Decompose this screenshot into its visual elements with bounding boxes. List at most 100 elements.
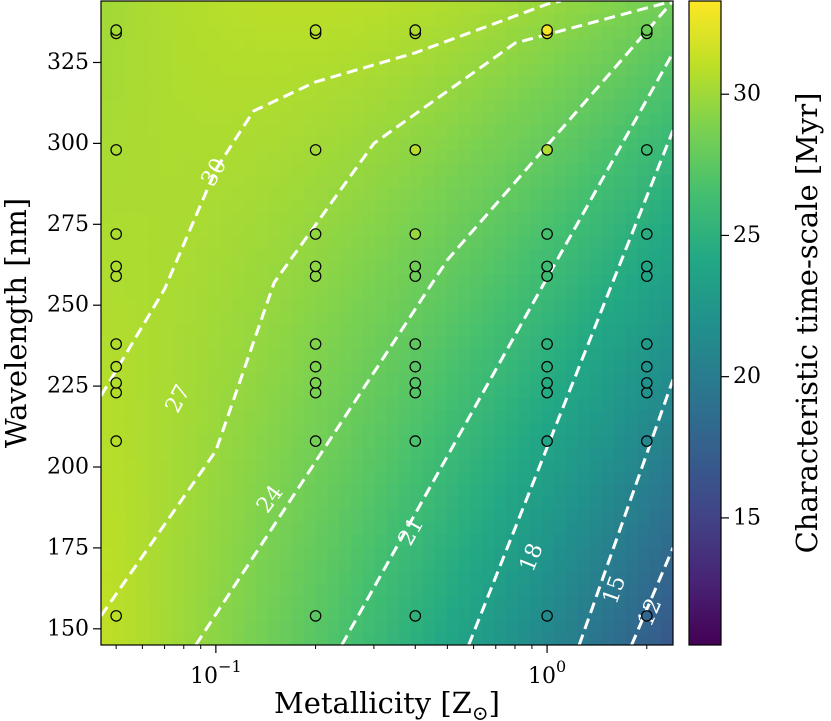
heatmap-cell [613, 174, 626, 188]
heatmap-cell [494, 632, 507, 645]
contour-lines [101, 1, 673, 645]
heatmap-cell [625, 508, 638, 522]
heatmap-cell [565, 273, 579, 287]
heatmap-cell [541, 38, 555, 52]
heatmap-cell [220, 471, 233, 485]
heatmap-cell [124, 323, 138, 336]
heatmap-cell [506, 285, 519, 299]
heatmap-cell [613, 558, 626, 572]
heatmap-cell [291, 13, 305, 27]
heatmap-cell [530, 174, 543, 188]
heatmap-cell [184, 397, 197, 411]
heatmap-cell [541, 211, 555, 225]
heatmap-cell [375, 261, 388, 275]
heatmap-cell [291, 620, 305, 634]
data-point [409, 24, 422, 36]
heatmap-cell [267, 162, 281, 175]
heatmap-cell [661, 484, 673, 497]
heatmap-cell [160, 199, 174, 213]
heatmap-cell [518, 533, 531, 547]
heatmap-cell [530, 570, 543, 584]
heatmap-cell [291, 496, 305, 510]
heatmap-cell [291, 211, 305, 225]
heatmap-cell [148, 558, 162, 572]
heatmap-cell [637, 248, 650, 262]
data-point [309, 270, 322, 282]
heatmap-cell [434, 384, 448, 398]
heatmap-cell [518, 186, 531, 200]
heatmap-cell [101, 323, 114, 336]
heatmap-cell [303, 347, 317, 361]
heatmap-cell [232, 25, 245, 39]
heatmap-cell [196, 236, 209, 250]
heatmap-cell [530, 595, 543, 609]
heatmap-cell [363, 310, 376, 324]
heatmap-cell [101, 583, 114, 597]
heatmap-cell [160, 459, 174, 473]
heatmap-cell [637, 174, 650, 188]
heatmap-cell [351, 335, 364, 349]
heatmap-cell [267, 174, 281, 188]
heatmap-cell [494, 422, 507, 436]
heatmap-cell [482, 1, 495, 14]
heatmap-cell [327, 384, 340, 398]
heatmap-cell [267, 570, 281, 584]
heatmap-cell [160, 261, 174, 275]
heatmap-cell [398, 484, 412, 497]
data-point [409, 270, 422, 282]
y-tick-label: 300 [47, 131, 89, 156]
heatmap-cell [410, 545, 424, 559]
heatmap-cell [232, 471, 245, 485]
heatmap-cell [208, 397, 221, 411]
heatmap-cell [565, 38, 579, 52]
heatmap-cell [625, 545, 638, 559]
heatmap-cell [530, 558, 543, 572]
heatmap-cell [518, 459, 531, 473]
heatmap-cell [565, 310, 579, 324]
heatmap-cell [518, 583, 531, 597]
heatmap-cell [172, 607, 186, 621]
heatmap-cell [291, 223, 305, 237]
heatmap-cell [279, 360, 293, 374]
heatmap-cell [410, 521, 424, 535]
heatmap-cell [661, 248, 673, 262]
heatmap-cell [279, 124, 293, 138]
heatmap-cell [541, 124, 555, 138]
data-point [640, 360, 653, 373]
heatmap-cell [649, 471, 662, 485]
heatmap-cell [220, 50, 233, 64]
heatmap-cell [637, 38, 650, 52]
heatmap-cell [446, 583, 460, 597]
heatmap-cell [625, 186, 638, 200]
heatmap-cell [553, 50, 567, 64]
heatmap-cell [458, 632, 472, 645]
heatmap-cell [124, 360, 138, 374]
heatmap-cell [291, 360, 305, 374]
heatmap-cell [220, 248, 233, 262]
heatmap-cell [232, 50, 245, 64]
heatmap-cell [244, 13, 257, 27]
heatmap-cell [482, 50, 495, 64]
heatmap-cell [160, 124, 174, 138]
heatmap-cell [601, 508, 615, 522]
heatmap-cell [410, 595, 424, 609]
heatmap-cell [661, 620, 673, 634]
heatmap-cell [363, 459, 376, 473]
heatmap-cell [136, 459, 150, 473]
heatmap-cell [625, 558, 638, 572]
heatmap-cell [303, 174, 317, 188]
heatmap-cell [148, 583, 162, 597]
heatmap-cell [541, 285, 555, 299]
heatmap-cell [291, 422, 305, 436]
heatmap-cell [172, 533, 186, 547]
heatmap-cell [315, 174, 329, 188]
heatmap-cell [232, 112, 245, 126]
heatmap-cell [112, 310, 126, 324]
heatmap-cell [410, 422, 424, 436]
heatmap-cell [470, 372, 483, 386]
heatmap-cell [434, 545, 448, 559]
heatmap-cell [530, 422, 543, 436]
heatmap-cell [589, 62, 603, 76]
heatmap-cell [506, 261, 519, 275]
